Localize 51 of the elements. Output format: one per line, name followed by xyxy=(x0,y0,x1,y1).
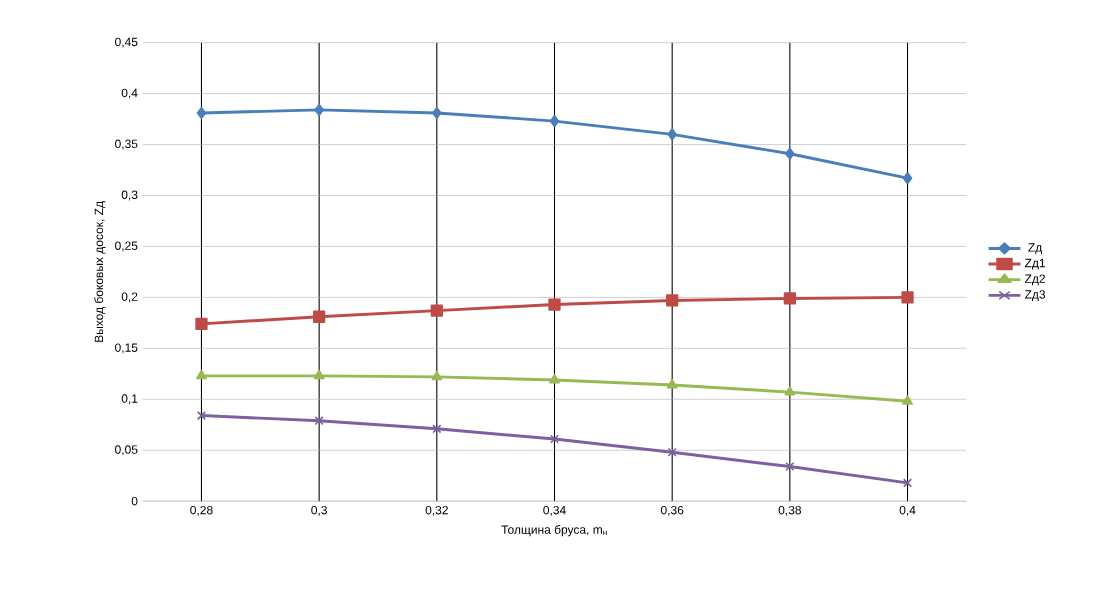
point xyxy=(902,172,913,185)
y-tick-label: 0 xyxy=(131,497,138,506)
point xyxy=(666,378,678,389)
point xyxy=(667,447,677,457)
x-tick-label: 0,28 xyxy=(190,505,213,516)
y-tick-label: 0,15 xyxy=(115,343,138,354)
x-tick-label: 0,38 xyxy=(778,505,801,516)
legend-label: Zд2 xyxy=(1024,274,1045,286)
x-tick-label: 0,36 xyxy=(660,505,684,516)
y-tick-label: 0,2 xyxy=(121,292,138,303)
x-tick-label: 0,3 xyxy=(311,505,327,516)
point xyxy=(667,128,677,141)
point xyxy=(902,478,913,488)
point xyxy=(196,411,207,421)
point xyxy=(549,434,560,444)
y-tick-label: 0,25 xyxy=(115,241,138,252)
y-tick-label: 0,45 xyxy=(115,37,138,48)
point xyxy=(196,106,207,120)
legend-label: Zд1 xyxy=(1024,258,1045,270)
point xyxy=(314,416,324,426)
x-tick-label: 0,4 xyxy=(899,505,916,516)
point xyxy=(196,369,207,380)
point xyxy=(666,294,679,307)
y-tick-label: 0,05 xyxy=(115,445,138,456)
point xyxy=(901,291,914,304)
point xyxy=(313,310,326,323)
y-tick-label: 0,4 xyxy=(121,88,138,99)
y-tick-label: 0,35 xyxy=(115,139,138,150)
point xyxy=(430,304,443,317)
point xyxy=(783,292,796,305)
y-axis-title: Выход боковых досок, Zд xyxy=(94,201,106,342)
point xyxy=(314,103,324,117)
point xyxy=(549,115,560,128)
point xyxy=(548,298,561,311)
point xyxy=(432,106,442,120)
point xyxy=(549,373,560,384)
legend-label: Zд xyxy=(1028,243,1043,255)
y-tick-label: 0,3 xyxy=(121,190,138,201)
y-tick-label: 0,1 xyxy=(121,394,138,405)
x-tick-label: 0,34 xyxy=(543,505,566,516)
point xyxy=(431,370,443,381)
x-axis-title: Толщина бруса, m$_{н}$ xyxy=(501,525,607,537)
point xyxy=(902,395,913,405)
x-tick-label: 0,32 xyxy=(425,505,448,516)
point xyxy=(785,462,795,472)
point xyxy=(784,386,796,396)
legend-label: Zд3 xyxy=(1024,290,1046,302)
point xyxy=(432,424,442,434)
point xyxy=(195,317,208,331)
point xyxy=(785,147,795,160)
point xyxy=(313,369,325,380)
